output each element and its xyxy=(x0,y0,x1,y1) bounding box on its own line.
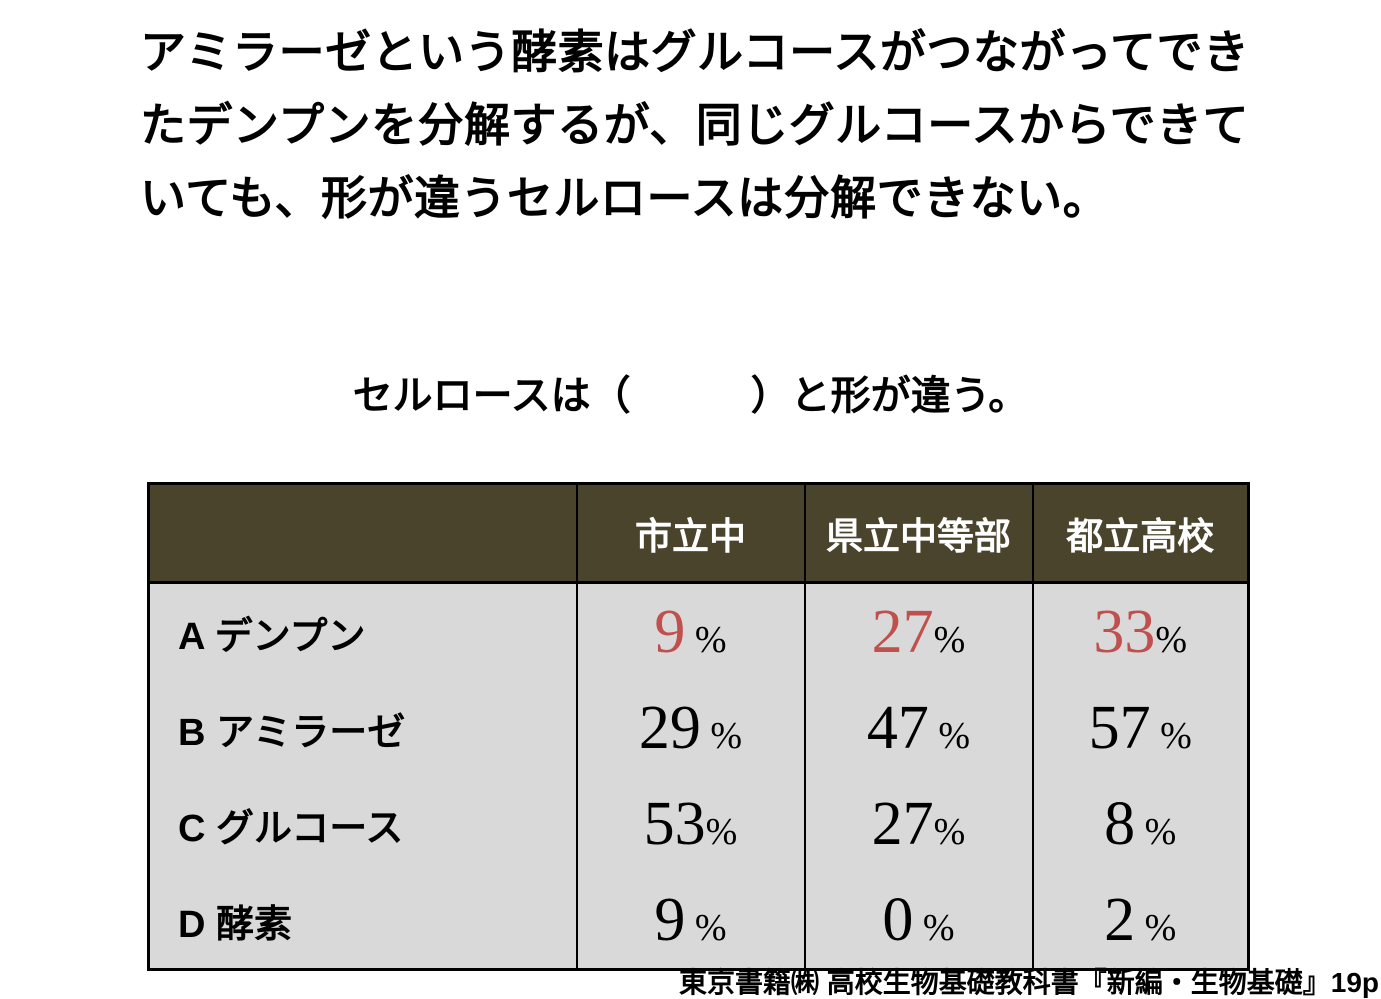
source-citation: 東京書籍㈱ 高校生物基礎教科書『新編・生物基礎』19p xyxy=(678,967,1379,998)
question-text: セルロースは（ ）と形が違う。 xyxy=(352,374,1029,418)
percent-sign: % xyxy=(1135,811,1177,853)
percent-number: 57 xyxy=(1088,694,1151,762)
table-row-b-amylase: B アミラーゼ 29 % 47 % 57 % xyxy=(147,680,1250,776)
percent-number: 33 xyxy=(1093,598,1156,666)
intro-paragraph: アミラーゼという酵素はグルコースがつながってでき たデンプンを分解するが、同じグ… xyxy=(140,16,1320,235)
header-col-prefectural-secondary: 県立中等部 xyxy=(803,483,1034,584)
value-cell: 9 % xyxy=(575,582,806,680)
percent-number: 29 xyxy=(638,694,701,762)
percent-number: 27 xyxy=(871,598,934,666)
table-row-d-enzyme: D 酵素 9 % 0 % 2 % xyxy=(147,872,1250,970)
percent-number: 9 xyxy=(654,598,686,666)
percent-sign: % xyxy=(928,715,971,757)
percent-sign: % xyxy=(685,619,727,661)
value-cell: 29 % xyxy=(575,680,806,776)
row-label: B アミラーゼ xyxy=(147,680,578,776)
row-label: A デンプン xyxy=(147,582,578,680)
value-cell: 33% xyxy=(1031,582,1250,680)
intro-line-2: たデンプンを分解するが、同じグルコースからできて xyxy=(140,99,1250,151)
intro-line-1: アミラーゼという酵素はグルコースがつながってでき xyxy=(140,26,1250,78)
percent-number: 2 xyxy=(1104,886,1136,954)
row-label: D 酵素 xyxy=(147,872,578,970)
percent-number: 47 xyxy=(866,694,929,762)
percent-sign: % xyxy=(700,715,743,757)
value-cell: 2 % xyxy=(1031,872,1250,970)
percent-sign: % xyxy=(705,811,738,853)
value-cell: 53% xyxy=(575,776,806,872)
value-cell: 57 % xyxy=(1031,680,1250,776)
row-label: C グルコース xyxy=(147,776,578,872)
percent-number: 53 xyxy=(643,790,706,858)
percent-sign: % xyxy=(933,619,966,661)
results-table: 市立中 県立中等部 都立高校 A デンプン 9 % 27% 33% B アミラー… xyxy=(147,482,1250,971)
table-header-row: 市立中 県立中等部 都立高校 xyxy=(147,483,1250,584)
percent-number: 27 xyxy=(871,790,934,858)
percent-number: 8 xyxy=(1104,790,1136,858)
value-cell: 9 % xyxy=(575,872,806,970)
table-row-a-starch: A デンプン 9 % 27% 33% xyxy=(147,582,1250,680)
header-empty-cell xyxy=(147,483,578,584)
percent-number: 9 xyxy=(654,886,686,954)
intro-line-3: いても、形が違うセルロースは分解できない。 xyxy=(140,172,1110,224)
value-cell: 27% xyxy=(803,582,1034,680)
percent-sign: % xyxy=(1150,715,1192,757)
header-col-metropolitan-hs: 都立高校 xyxy=(1031,483,1250,584)
value-cell: 0 % xyxy=(803,872,1034,970)
percent-sign: % xyxy=(1135,907,1177,949)
percent-sign: % xyxy=(1155,619,1188,661)
percent-sign: % xyxy=(685,907,727,949)
value-cell: 27% xyxy=(803,776,1034,872)
value-cell: 47 % xyxy=(803,680,1034,776)
header-col-municipal-jhs: 市立中 xyxy=(575,483,806,584)
percent-number: 0 xyxy=(882,886,914,954)
percent-sign: % xyxy=(913,907,955,949)
table-row-c-glucose: C グルコース 53% 27% 8 % xyxy=(147,776,1250,872)
percent-sign: % xyxy=(933,811,966,853)
value-cell: 8 % xyxy=(1031,776,1250,872)
